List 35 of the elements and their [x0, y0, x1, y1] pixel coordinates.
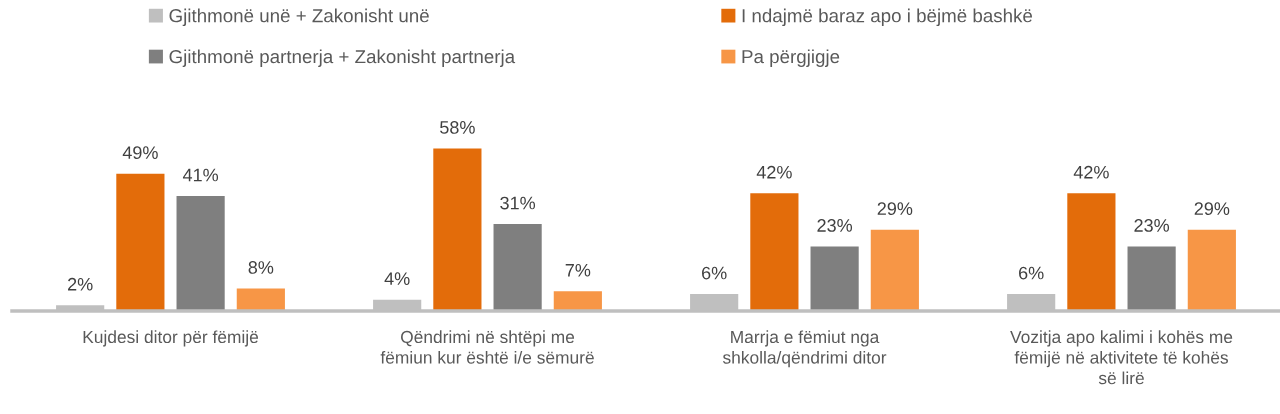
x-tick-label: Vozitja apo kalimi i kohës me fëmijë në aktivitete të kohës së lirë	[1010, 330, 1233, 385]
data-label: 8%	[248, 261, 274, 274]
data-label: 23%	[1134, 219, 1170, 232]
data-label: 42%	[756, 165, 792, 179]
bar	[176, 196, 225, 311]
bar	[1187, 229, 1236, 311]
data-label: 6%	[1019, 266, 1044, 280]
data-label: 6%	[702, 266, 727, 280]
bar	[493, 224, 542, 311]
data-label: 41%	[182, 168, 219, 182]
data-label: 2%	[68, 277, 93, 291]
bar	[116, 173, 165, 311]
data-label: 42%	[1073, 165, 1109, 179]
x-tick-label: Kujdesi ditor për fëmijë	[83, 330, 259, 347]
data-label: 4%	[384, 272, 410, 285]
data-label: 23%	[817, 219, 853, 232]
legend-label: Gjithmonë partnerja + Zakonisht partnerja	[169, 49, 516, 67]
bar	[810, 246, 859, 311]
legend-label: Gjithmonë unë + Zakonisht unë	[169, 8, 429, 27]
bar	[750, 193, 799, 311]
data-label: 49%	[122, 146, 158, 160]
data-label: 31%	[500, 196, 536, 210]
legend-label: I ndajmë baraz apo i bëjmë bashkë	[742, 8, 1033, 27]
bar	[553, 291, 602, 311]
legend-label: Pa përgjigje	[742, 49, 840, 67]
data-label: 7%	[565, 263, 591, 277]
data-label: 29%	[1194, 202, 1230, 216]
bar	[1067, 193, 1116, 311]
bar	[433, 148, 482, 311]
data-label: 58%	[440, 121, 475, 134]
x-tick-label: Marrja e fëmiut nga shkolla/qëndrimi ditor	[722, 330, 887, 368]
bar	[870, 229, 919, 311]
x-tick-label: Qëndrimi në shtëpi me fëmiun kur është i/e sëmurë	[380, 330, 594, 364]
bar	[1127, 246, 1176, 311]
data-label: 29%	[877, 202, 913, 216]
